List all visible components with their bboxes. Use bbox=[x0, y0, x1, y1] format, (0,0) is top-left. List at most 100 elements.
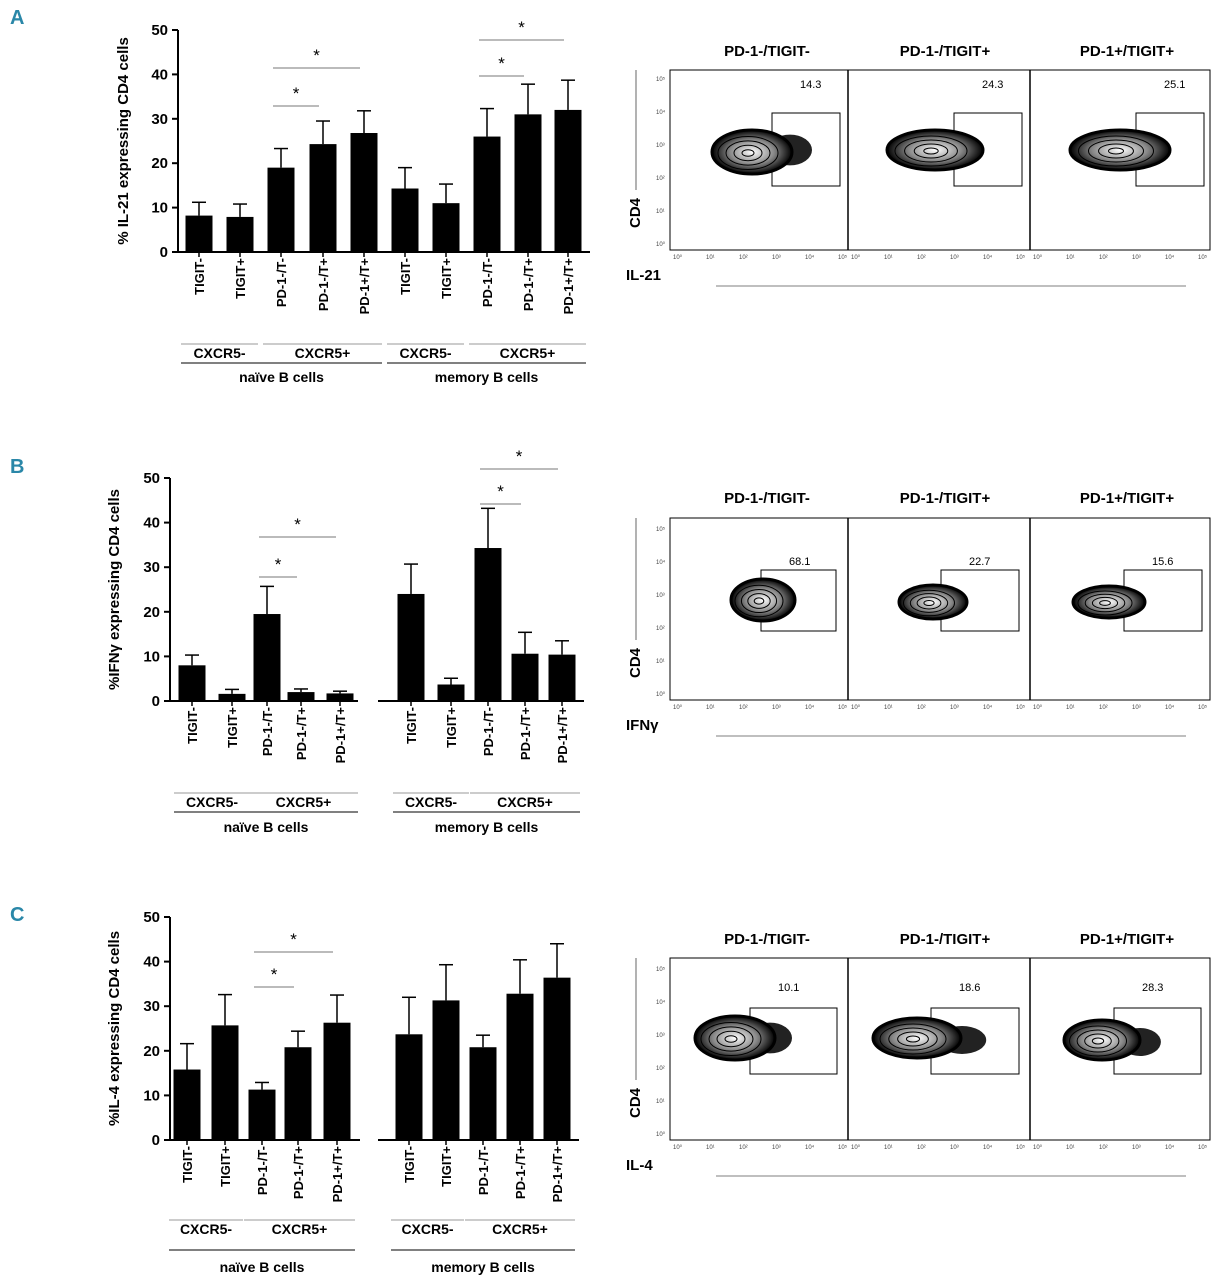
contour-ring bbox=[724, 1035, 738, 1043]
category-label: PD-1+/T+ bbox=[550, 1146, 565, 1203]
flow-title: PD-1-/TIGIT+ bbox=[900, 43, 991, 60]
flow-x-tick: 10¹ bbox=[706, 1145, 715, 1151]
flow-x-tick: 10⁵ bbox=[1016, 254, 1026, 261]
contour-ring bbox=[753, 597, 765, 605]
flow-y-label: CD4 bbox=[627, 647, 644, 678]
contour-ring bbox=[1091, 596, 1119, 610]
flow-frame bbox=[669, 69, 1211, 251]
contour-ring bbox=[716, 1030, 746, 1048]
flow-x-tick: 10³ bbox=[1132, 1145, 1141, 1151]
flow-x-tick: 10⁰ bbox=[1033, 704, 1043, 711]
flow-y-tick: 10⁴ bbox=[656, 559, 666, 566]
contour-ring bbox=[1084, 1033, 1112, 1049]
bar bbox=[473, 136, 501, 252]
category-label: TIGIT- bbox=[398, 258, 413, 295]
contour-ring bbox=[923, 147, 939, 155]
contour-ring bbox=[1098, 143, 1134, 159]
flow-x-tick: 10¹ bbox=[1066, 1145, 1075, 1151]
category-label: TIGIT+ bbox=[444, 707, 459, 748]
bar bbox=[323, 1022, 351, 1140]
bar bbox=[173, 1069, 201, 1140]
flow-x-tick: 10³ bbox=[950, 705, 959, 711]
flow-x-tick: 10¹ bbox=[706, 255, 715, 261]
flow-x-tick: 10⁴ bbox=[805, 704, 815, 711]
group-label-cxcr5-neg: CXCR5- bbox=[399, 345, 451, 361]
category-label: PD-1-/T- bbox=[480, 258, 495, 307]
flow-x-tick: 10⁴ bbox=[1165, 254, 1175, 261]
category-label: PD-1+/T+ bbox=[357, 258, 372, 315]
gate-percentage: 24.3 bbox=[982, 79, 1003, 91]
bar bbox=[506, 993, 534, 1140]
flow-y-tick: 10⁵ bbox=[656, 526, 666, 533]
group-label-cxcr5-pos: CXCR5+ bbox=[492, 1221, 548, 1237]
panel-c: C 0 10 20 30 40 50 %IL-4 expressing CD4 cells TI… bbox=[10, 904, 579, 1275]
y-tick-label: 30 bbox=[143, 559, 160, 576]
flow-y-tick: 10⁰ bbox=[656, 691, 666, 698]
significance-star: * bbox=[275, 555, 282, 574]
contour-ring bbox=[725, 140, 771, 166]
bar bbox=[543, 977, 571, 1140]
y-axis-label: % IL-21 expressing CD4 cells bbox=[115, 37, 132, 245]
bar bbox=[309, 144, 337, 252]
flow-x-tick: 10⁴ bbox=[805, 254, 815, 261]
flow-y-tick: 10⁰ bbox=[656, 241, 666, 248]
category-label: PD-1-/T+ bbox=[294, 707, 309, 761]
bar bbox=[548, 654, 576, 701]
contour-ring bbox=[734, 584, 784, 618]
flow-x-tick: 10⁰ bbox=[851, 704, 861, 711]
contour-ring bbox=[894, 135, 968, 167]
category-label: PD-1-/T- bbox=[255, 1146, 270, 1195]
flow-y-tick: 10⁰ bbox=[656, 1131, 666, 1138]
flow-y-tick: 10² bbox=[656, 176, 665, 182]
y-tick-label: 20 bbox=[143, 1043, 160, 1060]
flow-y-tick: 10³ bbox=[656, 143, 665, 149]
bar bbox=[474, 548, 502, 701]
flow-y-tick: 10¹ bbox=[656, 209, 665, 215]
y-tick-label: 40 bbox=[143, 515, 160, 532]
y-axis-label: %IFNγ expressing CD4 cells bbox=[106, 489, 123, 690]
panel-letter: B bbox=[10, 456, 24, 478]
contour-ring bbox=[916, 596, 942, 610]
y-tick-label: 50 bbox=[143, 470, 160, 487]
flow-x-tick: 10⁵ bbox=[1016, 1144, 1026, 1151]
contour-ring bbox=[904, 139, 958, 163]
bar bbox=[287, 692, 315, 701]
bar bbox=[185, 215, 213, 252]
flow-x-tick: 10¹ bbox=[706, 705, 715, 711]
flow-x-tick: 10⁵ bbox=[838, 254, 848, 261]
flow-x-label: IL-21 bbox=[626, 267, 661, 284]
flow-y-tick: 10¹ bbox=[656, 659, 665, 665]
gate-percentage: 68.1 bbox=[789, 556, 810, 568]
flow-panel-c: PD-1-/TIGIT- 10.1 10⁰ 10¹ 10² 10³ 10⁴ 10⁵ PD-1-/… bbox=[626, 931, 1211, 1177]
flow-x-tick: 10² bbox=[1099, 255, 1108, 261]
flow-y-tick: 10² bbox=[656, 626, 665, 632]
bar bbox=[218, 693, 246, 701]
bar bbox=[397, 593, 425, 701]
flow-x-tick: 10⁰ bbox=[851, 254, 861, 261]
flow-x-tick: 10¹ bbox=[884, 705, 893, 711]
flow-x-tick: 10⁰ bbox=[1033, 1144, 1043, 1151]
bar bbox=[469, 1047, 497, 1140]
flow-title: PD-1-/TIGIT- bbox=[724, 931, 810, 948]
flow-title: PD-1+/TIGIT+ bbox=[1080, 490, 1174, 507]
contour-plot bbox=[729, 577, 797, 623]
flow-title: PD-1+/TIGIT+ bbox=[1080, 931, 1174, 948]
gate-percentage: 25.1 bbox=[1164, 79, 1185, 91]
category-label: TIGIT- bbox=[192, 258, 207, 295]
flow-x-tick: 10⁴ bbox=[983, 704, 993, 711]
contour-ring bbox=[909, 593, 949, 613]
flow-x-tick: 10⁵ bbox=[838, 704, 848, 711]
flow-x-tick: 10² bbox=[1099, 1145, 1108, 1151]
y-tick-label: 30 bbox=[143, 998, 160, 1015]
flow-y-label: CD4 bbox=[627, 1087, 644, 1118]
y-tick-label: 0 bbox=[152, 693, 160, 710]
category-label: PD-1+/T+ bbox=[333, 707, 348, 764]
contour-ring bbox=[717, 136, 779, 170]
flow-x-tick: 10⁰ bbox=[673, 704, 683, 711]
contour-ring bbox=[1078, 135, 1154, 167]
bar bbox=[350, 133, 378, 252]
category-label: PD-1-/T+ bbox=[518, 707, 533, 761]
flow-y-tick: 10⁵ bbox=[656, 76, 666, 83]
bar bbox=[432, 1000, 460, 1140]
group-label-memory: memory B cells bbox=[435, 819, 539, 835]
